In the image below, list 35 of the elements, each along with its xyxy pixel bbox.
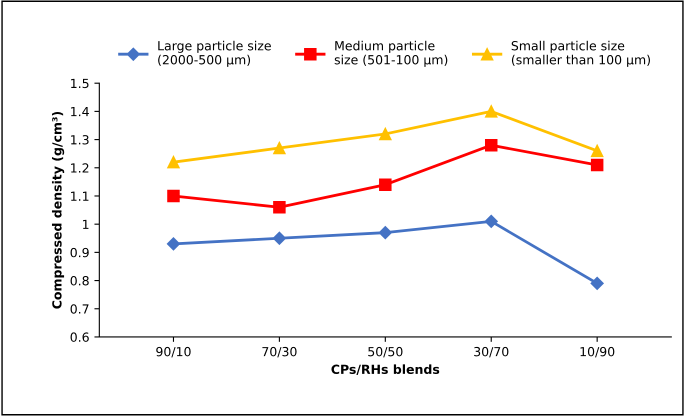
- point: [272, 232, 286, 245]
- point: [378, 226, 392, 240]
- point: [484, 214, 498, 228]
- point: [167, 190, 180, 202]
- x-tick-label: 90/10: [156, 346, 191, 358]
- point: [273, 142, 286, 154]
- point: [379, 128, 392, 140]
- point: [590, 158, 604, 172]
- y-tick-label: 1.5: [71, 78, 89, 88]
- point: [590, 144, 604, 158]
- point: [590, 276, 604, 290]
- y-axis-title: Compressed density (g/cm³): [52, 112, 64, 309]
- point: [273, 201, 286, 214]
- y-tick-label: 1.1: [71, 192, 88, 201]
- x-tick-label: 30/70: [474, 346, 508, 358]
- point: [379, 178, 392, 191]
- y-tick-label: 1.2: [71, 163, 88, 173]
- y-tick-label: 1.4: [71, 107, 89, 116]
- legend-label: Medium particle size (501-100 µm): [334, 40, 448, 67]
- y-tick-label: 0.9: [70, 248, 89, 258]
- y-tick-label: 1: [83, 220, 88, 229]
- y-tick-label: 0.7: [70, 304, 89, 314]
- x-tick-label: 70/30: [262, 346, 297, 358]
- y-tick-label: 0.6: [70, 332, 89, 342]
- x-tick-label: 50/50: [368, 346, 402, 358]
- legend-label: Small particle size (smaller than 100 µm): [512, 40, 650, 67]
- point: [484, 138, 498, 152]
- x-axis-title: CPs/RHs blends: [331, 364, 440, 375]
- legend-label: Large particle size (2000-500 µm): [158, 40, 271, 67]
- x-tick-label: 10/90: [580, 346, 614, 358]
- point: [484, 105, 498, 118]
- y-tick-label: 0.8: [70, 276, 89, 286]
- point: [166, 237, 180, 251]
- point: [167, 156, 180, 168]
- y-tick-label: 1.3: [71, 135, 89, 145]
